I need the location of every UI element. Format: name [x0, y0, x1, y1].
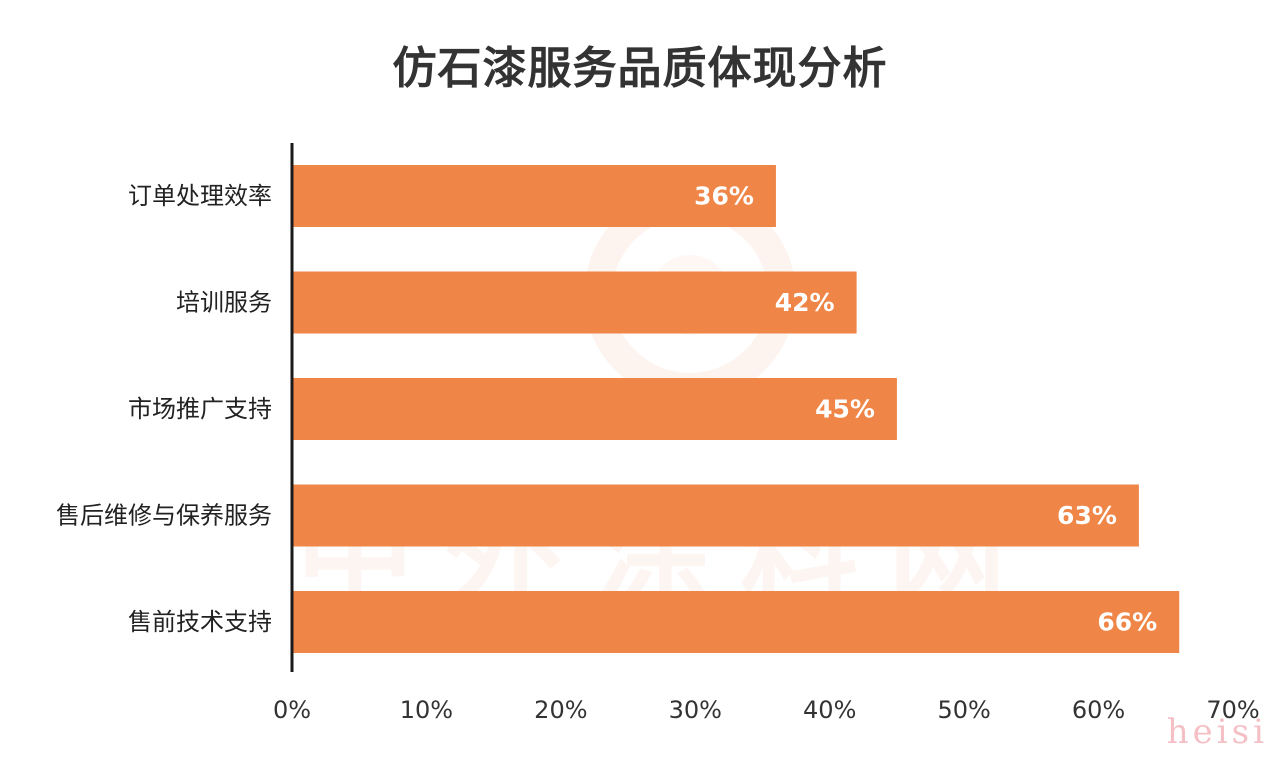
x-tick-label-5: 40% [803, 696, 856, 724]
value-label-4: 63% [1057, 501, 1117, 530]
value-label-5: 66% [1097, 608, 1157, 637]
category-label-4: 售后维修与保养服务 [56, 502, 272, 530]
bar-3 [292, 378, 897, 440]
x-tick-label-7: 60% [1072, 696, 1125, 724]
x-tick-label-6: 50% [937, 696, 990, 724]
bar-2 [292, 271, 857, 334]
watermark-corner: heisi [1166, 712, 1268, 752]
x-tick-label-3: 20% [534, 696, 587, 724]
value-label-3: 45% [815, 395, 875, 424]
value-label-1: 36% [694, 182, 754, 211]
value-label-2: 42% [775, 288, 835, 317]
category-label-3: 市场推广支持 [128, 395, 272, 423]
bar-5 [292, 591, 1180, 653]
category-label-2: 培训服务 [176, 289, 272, 317]
chart-title: 仿石漆服务品质体现分析 [392, 43, 888, 94]
category-label-1: 订单处理效率 [128, 182, 272, 210]
bar-1 [292, 165, 776, 227]
category-label-5: 售前技术支持 [128, 608, 272, 636]
x-tick-label-8: 70% [1206, 696, 1259, 724]
bar-4 [292, 484, 1139, 547]
x-tick-label-2: 10% [400, 696, 453, 724]
x-tick-label-4: 30% [669, 696, 722, 724]
x-tick-label-1: 0% [273, 696, 311, 724]
